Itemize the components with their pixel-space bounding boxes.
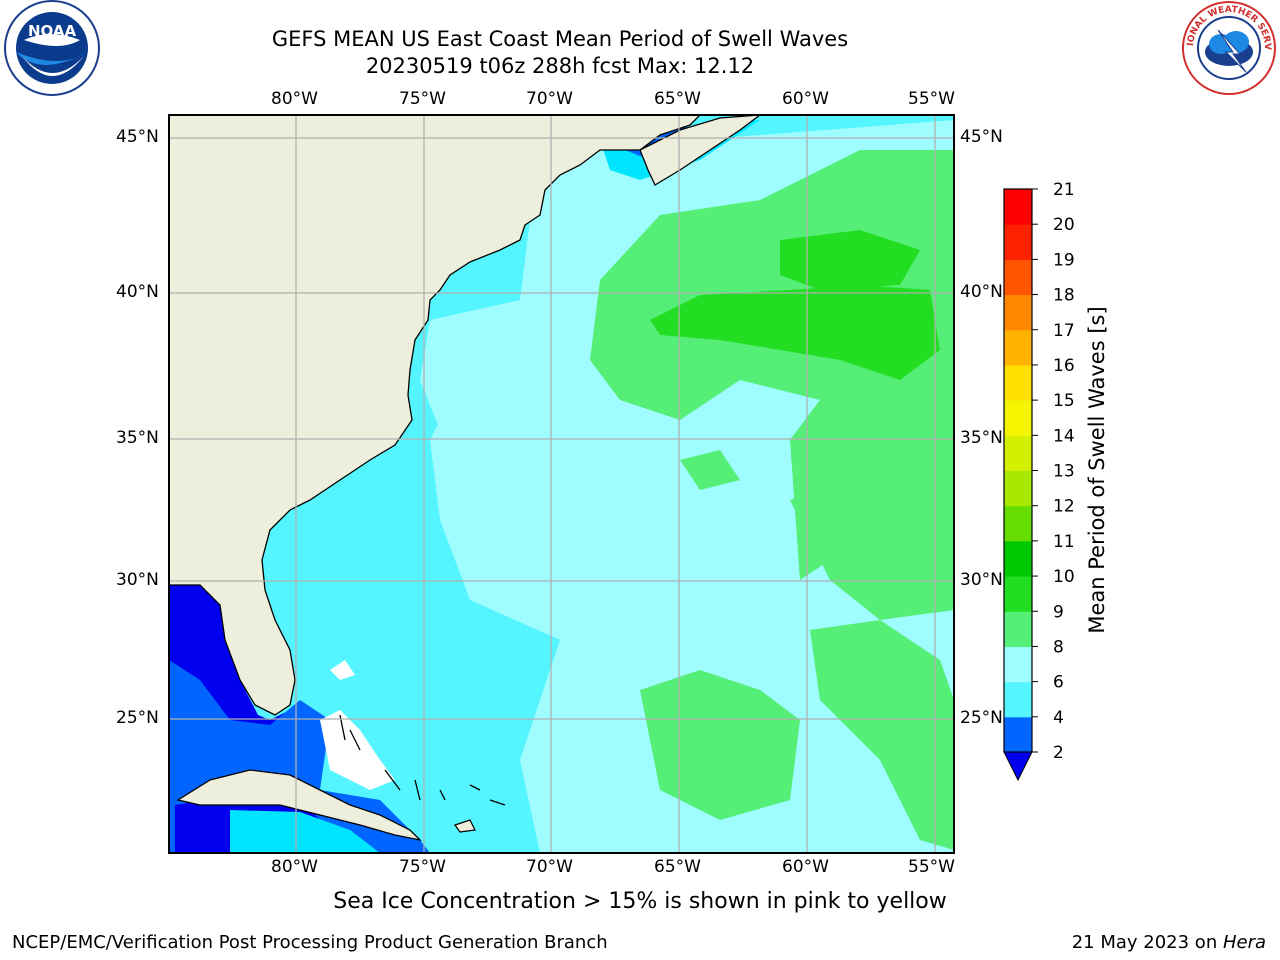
- colorbar-segment: [1004, 189, 1032, 225]
- green-region: [810, 620, 954, 850]
- footer-machine: Hera: [1222, 932, 1266, 953]
- chart-subtitle: 20230519 t06z 288h fcst Max: 12.12: [365, 54, 755, 78]
- lon-label-bottom: 55°W: [908, 857, 955, 877]
- plot-frame: [168, 114, 955, 854]
- lon-label-top: 80°W: [271, 89, 318, 109]
- colorbar-tick-label: 10: [1053, 567, 1075, 587]
- green-region: [790, 480, 954, 620]
- land-nova-scotia: [639, 115, 762, 186]
- lon-label-top: 55°W: [908, 89, 955, 109]
- lon-label-bottom: 75°W: [399, 857, 446, 877]
- lat-label-left: 45°N: [116, 127, 159, 147]
- pale-cyan-region: [420, 300, 540, 430]
- lon-label-top: 75°W: [399, 89, 446, 109]
- colorbar-segment: [1004, 329, 1032, 366]
- chart-title: GEFS MEAN US East Coast Mean Period of S…: [271, 27, 849, 51]
- colorbar-tick-label: 18: [1053, 286, 1075, 306]
- green-region: [680, 450, 740, 490]
- sea-ice-note: Sea Ice Concentration > 15% is shown in …: [333, 889, 947, 914]
- colorbar: 2 4 6 8 9 10 11 12 13 14 15 16 17 18 19 20 21: [1003, 180, 1075, 782]
- colorbar-segment: [1004, 681, 1032, 718]
- graticule: [169, 115, 954, 853]
- colorbar-segment: [1004, 716, 1032, 753]
- lat-label-right: 40°N: [960, 282, 1003, 302]
- bright-green-region: [780, 230, 920, 290]
- colorbar-tick-label: 12: [1053, 497, 1075, 517]
- colorbar-tick-label: 15: [1053, 391, 1075, 411]
- pale-cyan-region: [540, 160, 640, 260]
- lon-label-bottom: 80°W: [271, 857, 318, 877]
- lat-label-left: 30°N: [116, 570, 159, 590]
- noaa-logo: NOAA: [4, 0, 100, 96]
- colorbar-tick-label: 21: [1053, 180, 1075, 200]
- lat-label-right: 35°N: [960, 428, 1003, 448]
- colorbar-segment: [1004, 224, 1032, 260]
- green-region: [640, 670, 800, 820]
- lon-label-bottom: 60°W: [782, 857, 829, 877]
- footer-date-text: 21 May 2023 on: [1071, 932, 1223, 953]
- colorbar-tick-label: 4: [1053, 708, 1064, 728]
- colorbar-tick-label: 19: [1053, 250, 1075, 270]
- colorbar-segment: [1004, 611, 1032, 647]
- lat-label-right: 30°N: [960, 570, 1003, 590]
- land-island: [454, 819, 476, 833]
- lat-label-left: 25°N: [116, 708, 159, 728]
- colorbar-segment: [1004, 505, 1032, 542]
- lon-label-bottom: 65°W: [654, 857, 701, 877]
- footer-credit: NCEP/EMC/Verification Post Processing Pr…: [12, 932, 608, 953]
- lon-label-top: 65°W: [654, 89, 701, 109]
- lon-label-top: 70°W: [526, 89, 573, 109]
- colorbar-segment: [1004, 470, 1032, 507]
- land-bahamas: [339, 714, 506, 806]
- land-north-america: [169, 115, 701, 716]
- colorbar-segment: [1004, 259, 1032, 296]
- bright-green-region: [650, 285, 940, 380]
- colorbar-segment: [1004, 294, 1032, 331]
- colorbar-segment: [1004, 646, 1032, 683]
- colorbar-segment: [1004, 400, 1032, 436]
- lat-label-left: 35°N: [116, 428, 159, 448]
- lat-label-right: 25°N: [960, 708, 1003, 728]
- colorbar-tick-label: 8: [1053, 637, 1064, 657]
- colorbar-tick-label: 16: [1053, 356, 1075, 376]
- colorbar-tick-label: 11: [1053, 532, 1075, 552]
- cyan-region: [230, 810, 380, 853]
- colorbar-segment: [1004, 540, 1032, 577]
- lon-label-bottom: 70°W: [526, 857, 573, 877]
- colorbar-segment: [1004, 435, 1032, 471]
- colorbar-label: Mean Period of Swell Waves [s]: [1085, 306, 1109, 634]
- colorbar-segment: [1004, 364, 1032, 401]
- nws-logo: NATIONAL WEATHER SERVICE: [1178, 0, 1276, 95]
- colorbar-tick-label: 17: [1053, 321, 1075, 341]
- colorbar-under-triangle: [1003, 751, 1033, 782]
- land-cuba: [176, 769, 422, 842]
- lat-label-right: 45°N: [960, 127, 1003, 147]
- colorbar-tick-label: 6: [1053, 673, 1064, 693]
- colorbar-tick-label: 13: [1053, 462, 1075, 482]
- colorbar-tick-label: 2: [1053, 743, 1064, 763]
- colorbar-tick-label: 9: [1053, 602, 1064, 622]
- colorbar-tick-label: 20: [1053, 215, 1075, 235]
- noaa-logo-text: NOAA: [28, 22, 77, 40]
- colorbar-tick-label: 14: [1053, 426, 1075, 446]
- footer-date: 21 May 2023 on Hera: [1072, 932, 1266, 953]
- colorbar-segment: [1004, 576, 1032, 612]
- white-bank: [330, 660, 355, 680]
- lat-label-left: 40°N: [116, 282, 159, 302]
- lon-label-top: 60°W: [782, 89, 829, 109]
- white-bank: [320, 710, 395, 790]
